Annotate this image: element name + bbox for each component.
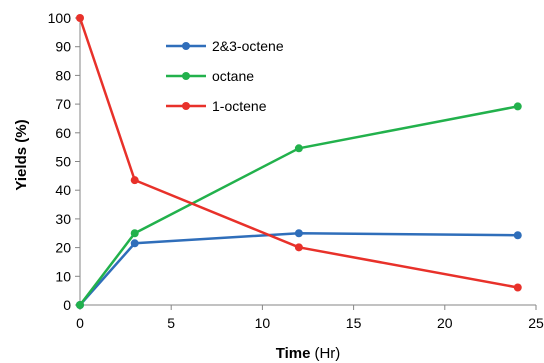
x-tick-label: 25 [528, 315, 544, 331]
data-point-2-3-octene [130, 239, 139, 248]
data-point-octane [130, 229, 139, 238]
data-point-octane [76, 301, 84, 309]
data-point-1-octene [76, 14, 84, 22]
data-point-octane [513, 102, 522, 111]
x-tick-label: 5 [167, 315, 175, 331]
x-tick-label: 20 [437, 315, 453, 331]
y-axis-title: Yields (%) [13, 119, 30, 190]
x-axis-title: Time (Hr) [276, 345, 341, 362]
data-point-1-octene [513, 283, 522, 292]
data-point-2-3-octene [513, 231, 522, 240]
legend-label-2-3-octene: 2&3-octene [212, 38, 284, 54]
y-tick-label: 80 [55, 67, 71, 83]
legend-label-1-octene: 1-octene [212, 98, 267, 114]
x-tick-label: 0 [76, 315, 84, 331]
legend-marker-octane [182, 72, 190, 80]
data-point-octane [294, 144, 303, 153]
y-tick-label: 10 [55, 268, 71, 284]
y-tick-label: 40 [55, 182, 71, 198]
y-tick-label: 70 [55, 96, 71, 112]
y-tick-label: 0 [63, 297, 71, 313]
series-line-1-octene [78, 17, 518, 289]
x-axis-title-unit: (Hr) [314, 345, 340, 362]
axes: 0 10 20 30 40 50 60 70 80 90 100 0 5 10 15 20 25 [48, 10, 544, 331]
series-line-octane [79, 105, 518, 306]
x-axis-title-main: Time [276, 345, 311, 362]
series-line-2-3-octene [79, 232, 518, 306]
legend: 2&3-octene octane 1-octene [166, 38, 284, 114]
y-tick-label: 90 [55, 39, 71, 55]
y-tick-label: 30 [55, 211, 71, 227]
y-tick-label: 60 [55, 125, 71, 141]
y-tick-label: 20 [55, 240, 71, 256]
series-group [76, 14, 522, 309]
y-tick-label: 50 [55, 154, 71, 170]
y-tick-label: 100 [48, 10, 72, 26]
x-tick-label: 10 [255, 315, 271, 331]
data-point-2-3-octene [294, 229, 303, 238]
data-point-1-octene [294, 243, 303, 252]
legend-marker-1-octene [182, 102, 190, 110]
data-point-1-octene [130, 176, 139, 185]
legend-marker-2-3-octene [182, 42, 190, 50]
x-tick-label: 15 [346, 315, 362, 331]
legend-label-octane: octane [212, 68, 254, 84]
